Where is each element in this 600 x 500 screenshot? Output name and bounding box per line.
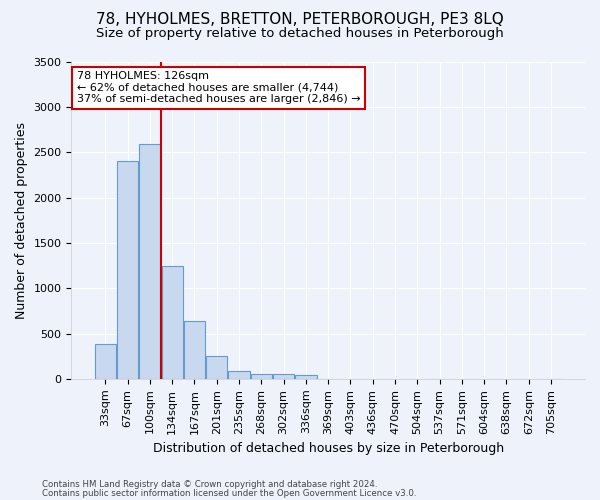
Bar	[295, 376, 317, 379]
Text: Contains HM Land Registry data © Crown copyright and database right 2024.: Contains HM Land Registry data © Crown c…	[42, 480, 377, 489]
X-axis label: Distribution of detached houses by size in Peterborough: Distribution of detached houses by size …	[152, 442, 504, 455]
Text: 78, HYHOLMES, BRETTON, PETERBOROUGH, PE3 8LQ: 78, HYHOLMES, BRETTON, PETERBOROUGH, PE3…	[96, 12, 504, 28]
Bar	[229, 371, 250, 379]
Bar	[117, 162, 138, 379]
Bar	[251, 374, 272, 379]
Y-axis label: Number of detached properties: Number of detached properties	[15, 122, 28, 318]
Text: Contains public sector information licensed under the Open Government Licence v3: Contains public sector information licen…	[42, 488, 416, 498]
Text: Size of property relative to detached houses in Peterborough: Size of property relative to detached ho…	[96, 28, 504, 40]
Text: 78 HYHOLMES: 126sqm
← 62% of detached houses are smaller (4,744)
37% of semi-det: 78 HYHOLMES: 126sqm ← 62% of detached ho…	[77, 71, 360, 104]
Bar	[139, 144, 160, 379]
Bar	[95, 344, 116, 379]
Bar	[161, 266, 183, 379]
Bar	[206, 356, 227, 379]
Bar	[184, 321, 205, 379]
Bar	[273, 374, 294, 379]
